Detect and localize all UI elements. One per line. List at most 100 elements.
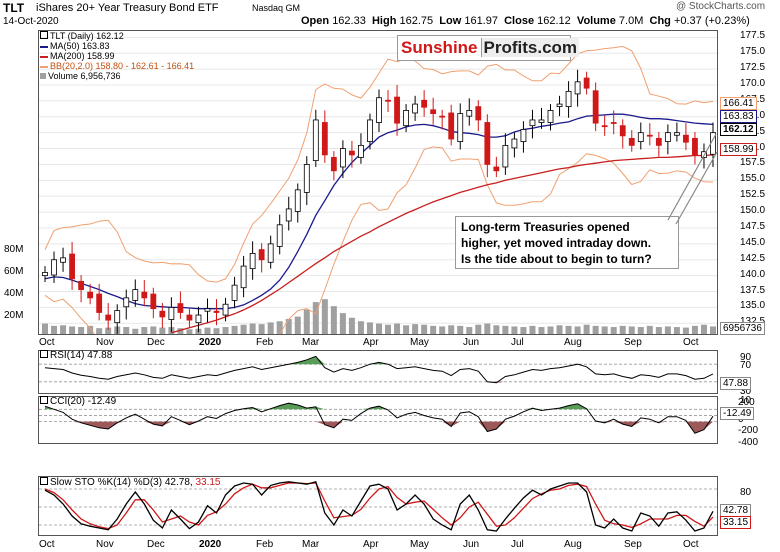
legend-volume: Volume 6,956,736: [40, 71, 194, 81]
sto-legend-label: Slow STO %K(14) %D(3): [50, 477, 163, 488]
legend-ma200-text: MA(200) 158.99: [50, 51, 115, 61]
watermark: @ StockCharts.com: [676, 1, 766, 12]
volume-bar: [574, 326, 581, 334]
price-tick-label: 137.5: [740, 284, 766, 296]
volume-tick-label: 80M: [4, 244, 24, 255]
x-tick-label: Dec: [147, 337, 165, 348]
volume-bar: [231, 325, 238, 334]
sto-chart-svg: [39, 481, 717, 532]
candle-body: [673, 132, 680, 136]
x-tick-label: Oct: [39, 539, 55, 550]
rsi-overbought-fill: [45, 356, 713, 365]
close-tag: 162.12: [720, 123, 757, 136]
candle-body: [484, 122, 491, 165]
price-tick-label: 157.5: [740, 157, 766, 169]
volume-bar: [592, 325, 599, 334]
x-tick-label: Oct: [683, 337, 699, 348]
x-tick-label: Aug: [564, 539, 582, 550]
candle-body: [502, 144, 509, 168]
volume-bar: [285, 318, 292, 334]
close-value: 162.12: [537, 15, 571, 27]
legend-bb-text: BB(20,2.0) 158.80 - 162.61 - 166.41: [50, 61, 195, 71]
candle-body: [276, 224, 283, 247]
x-tick-label: Mar: [302, 539, 320, 550]
price-tick-label: 147.5: [740, 220, 766, 232]
candle-body: [376, 97, 382, 123]
candle-body: [583, 77, 590, 89]
volume-bar: [475, 324, 482, 334]
volume-bar: [538, 327, 545, 334]
volume-tick-label: 60M: [4, 266, 24, 277]
volume-tick-label: 20M: [4, 310, 24, 321]
candle-body: [168, 307, 175, 320]
candle-body: [114, 310, 121, 324]
candle-body: [195, 314, 202, 324]
volume-bar: [403, 325, 410, 334]
annotation-line-3: Is the tide about to begin to turn?: [461, 252, 652, 266]
cci-legend: CCI(20) -12.49: [40, 396, 116, 407]
candle-body: [231, 284, 238, 301]
volume-bar: [655, 327, 662, 334]
volume-bar: [204, 327, 211, 334]
price-tick-label: 135.0: [740, 300, 766, 312]
volume-bar: [511, 326, 518, 334]
candle-body: [240, 265, 247, 289]
candle-body: [655, 137, 662, 146]
volume-bar: [348, 317, 355, 334]
volume-bar: [123, 327, 130, 334]
volume-bar: [267, 322, 274, 334]
volume-bar: [312, 302, 319, 334]
volume-bar: [430, 325, 437, 334]
rsi-tick-label: 70: [740, 360, 752, 371]
candle-body: [637, 132, 644, 142]
volume-bar: [132, 328, 139, 334]
volume-bar: [619, 325, 626, 334]
volume-bar: [691, 325, 698, 334]
cci-tick-label: -400: [738, 437, 759, 448]
volume-bar: [60, 325, 67, 334]
x-tick-label: May: [410, 539, 429, 550]
candle-body: [222, 303, 229, 316]
open-value: 162.33: [332, 15, 366, 27]
candle-body: [529, 119, 536, 127]
price-tick-label: 170.0: [740, 78, 766, 89]
volume-bar: [105, 327, 112, 334]
volume-bar: [529, 325, 536, 334]
candle-body: [448, 112, 455, 140]
price-tick-label: 145.0: [740, 236, 766, 248]
x-tick-label: Sep: [624, 539, 642, 550]
candle-body: [565, 90, 572, 108]
volume-bar: [583, 324, 590, 334]
candle-body: [294, 189, 301, 212]
volume-label: Volume: [576, 15, 616, 27]
x-tick-label: Aug: [564, 337, 582, 348]
price-tick-label: 142.5: [740, 252, 766, 264]
annotation-line-2: higher, yet moved intraday down.: [461, 236, 652, 250]
candle-body: [394, 96, 400, 124]
volume-bar: [394, 323, 401, 334]
x-tick-label: Nov: [96, 539, 114, 550]
price-tick-label: 177.5: [740, 30, 766, 42]
cci-chart-svg: [39, 402, 717, 434]
price-tick-label: 150.0: [740, 205, 766, 217]
volume-bar: [439, 326, 446, 334]
high-label: High: [371, 15, 397, 27]
candle-body: [186, 314, 193, 321]
candle-body: [619, 125, 626, 137]
candle-body: [367, 119, 373, 142]
ma200-tag: 158.99: [720, 143, 757, 156]
rsi-tick-label: 30: [740, 386, 752, 397]
rsi-tag: 47.88: [720, 377, 752, 390]
rsi-legend-label: RSI(14): [50, 350, 85, 361]
volume-bar: [385, 324, 392, 334]
price-chart-svg: [39, 36, 717, 334]
legend-volume-text: Volume 6,956,736: [48, 71, 121, 81]
candle-body: [601, 125, 608, 128]
volume-bar: [177, 328, 184, 334]
candle-body: [385, 99, 391, 102]
cci-tick-label: 200: [738, 397, 755, 408]
volume-bar: [276, 321, 283, 334]
candle-body: [349, 150, 355, 156]
ohlc-row: Open 162.33 High 162.75 Low 161.97 Close…: [301, 15, 750, 27]
candle-body: [412, 103, 419, 114]
